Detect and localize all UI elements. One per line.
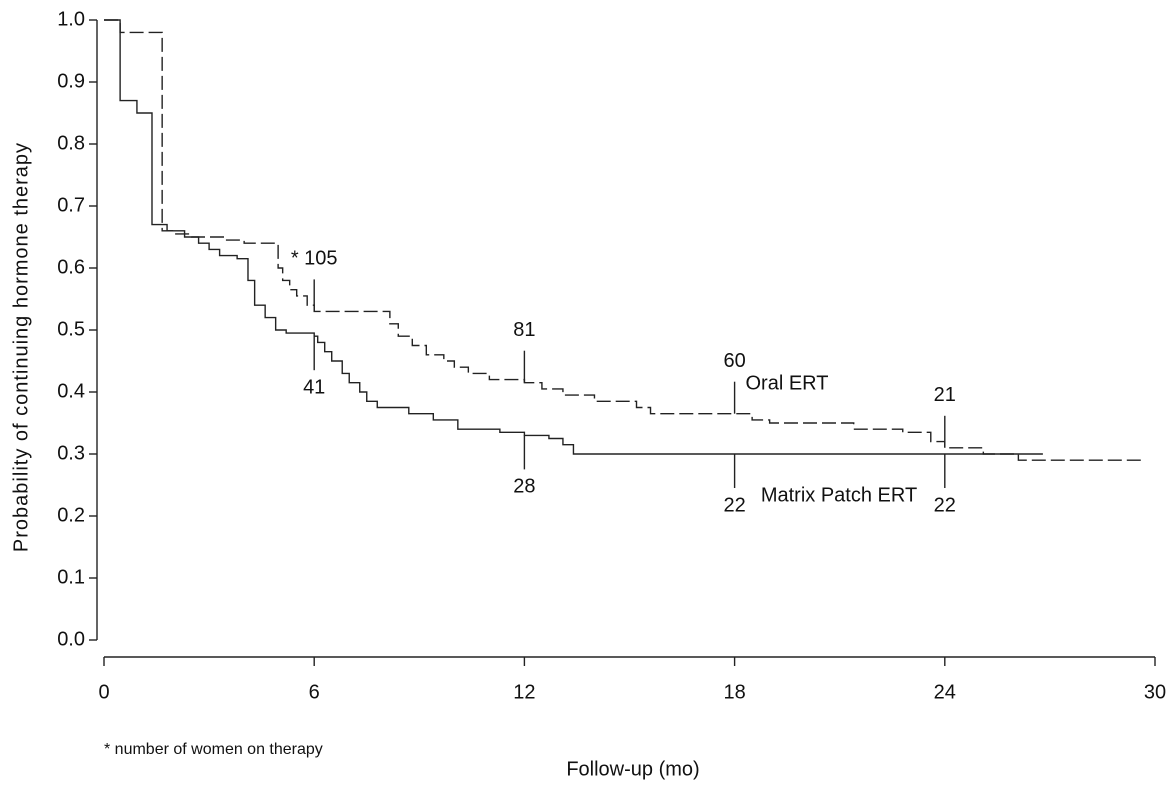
series-label: Matrix Patch ERT bbox=[761, 484, 917, 506]
y-tick-label: 0.3 bbox=[57, 442, 85, 464]
x-tick-label: 18 bbox=[723, 681, 745, 703]
at-risk-label: 22 bbox=[934, 494, 956, 516]
x-tick-label: 6 bbox=[309, 681, 320, 703]
x-tick-label: 0 bbox=[98, 681, 109, 703]
y-tick-label: 0.4 bbox=[57, 380, 85, 402]
survival-curve bbox=[104, 19, 1141, 461]
y-axis-title: Probability of continuing hormone therap… bbox=[10, 142, 32, 552]
x-axis-title: Follow-up (mo) bbox=[566, 758, 699, 780]
y-tick-label: 0.6 bbox=[57, 256, 85, 278]
at-risk-label: 22 bbox=[723, 494, 745, 516]
at-risk-label: 81 bbox=[513, 319, 535, 341]
y-tick-label: 0.8 bbox=[57, 132, 85, 154]
survival-curve bbox=[104, 19, 1043, 455]
x-tick-label: 30 bbox=[1144, 681, 1166, 703]
at-risk-label: 28 bbox=[513, 476, 535, 498]
y-tick-label: 0.5 bbox=[57, 318, 85, 340]
y-tick-label: 0.9 bbox=[57, 70, 85, 92]
y-tick-label: 0.1 bbox=[57, 566, 85, 588]
x-tick-label: 12 bbox=[513, 681, 535, 703]
y-tick-label: 0.2 bbox=[57, 504, 85, 526]
y-tick-label: 0.0 bbox=[57, 628, 85, 650]
series-label: Oral ERT bbox=[746, 372, 829, 394]
y-tick-label: 0.7 bbox=[57, 194, 85, 216]
at-risk-label: 60 bbox=[723, 350, 745, 372]
at-risk-label: 21 bbox=[934, 384, 956, 406]
footnote: * number of women on therapy bbox=[104, 741, 323, 758]
x-tick-label: 24 bbox=[934, 681, 956, 703]
at-risk-label: * 105 bbox=[291, 248, 338, 270]
at-risk-label: 41 bbox=[303, 376, 325, 398]
y-tick-label: 1.0 bbox=[57, 8, 85, 30]
